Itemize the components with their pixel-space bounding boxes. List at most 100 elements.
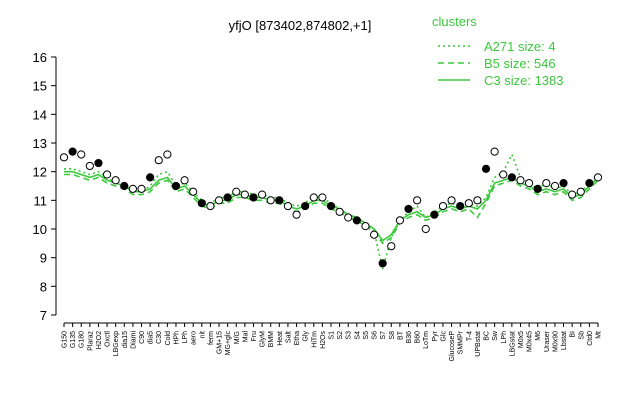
x-tick-label: HiTm — [311, 331, 318, 348]
data-point — [413, 196, 422, 205]
x-tick-label: B36 — [406, 331, 413, 344]
x-tick-label: BT — [397, 330, 404, 340]
data-point — [154, 156, 163, 165]
data-point — [257, 190, 267, 199]
x-tick-label: M/G — [234, 331, 241, 344]
y-tick-label: 12 — [33, 165, 47, 180]
x-tick-label: C90 — [139, 331, 146, 344]
y-tick-label: 8 — [40, 279, 47, 294]
x-tick-label: Mt — [596, 331, 603, 339]
x-tick-label: Plaraz — [87, 331, 94, 351]
x-tick-label: dia15 — [122, 331, 129, 348]
x-tick-label: C30 — [156, 331, 163, 344]
x-tick-label: Etha — [294, 331, 301, 346]
data-point — [206, 201, 215, 211]
data-point — [77, 150, 86, 159]
data-point — [223, 193, 232, 202]
chart-title: yfjO [873402,874802,+1] — [229, 18, 372, 33]
data-point — [499, 170, 508, 179]
x-tick-label: Gly — [303, 331, 310, 342]
x-tick-label: HPh — [173, 331, 180, 345]
x-tick-label: G150 — [62, 331, 69, 348]
x-tick-label: BMM — [268, 331, 275, 348]
x-tick-label: GM+15 — [217, 331, 224, 354]
x-tick-label: GlyM — [260, 331, 267, 348]
x-tick-label: M6 — [535, 331, 542, 341]
y-tick-label: 14 — [33, 107, 47, 122]
x-tick-label: aero — [191, 331, 198, 345]
legend-title: clusters — [432, 14, 477, 29]
data-point — [120, 181, 129, 191]
x-tick-label: Glc — [440, 331, 447, 342]
data-point — [585, 179, 594, 188]
data-point — [309, 193, 318, 202]
x-tick-label: ferm — [208, 331, 215, 345]
legend-label: B5 size: 546 — [484, 56, 556, 71]
data-point — [524, 179, 534, 188]
x-tick-label: S3 — [346, 331, 353, 340]
data-point — [318, 193, 327, 202]
data-point — [344, 213, 353, 222]
x-tick-label: S6 — [372, 331, 379, 340]
data-point — [550, 181, 560, 191]
x-tick-label: GlucoseP — [449, 331, 456, 362]
y-tick-label: 15 — [33, 79, 47, 94]
x-tick-label: Sb — [578, 331, 585, 340]
x-tick-label: H2O2 — [96, 331, 103, 349]
data-point — [249, 193, 258, 202]
data-point — [335, 207, 344, 216]
x-tick-label: LBGexp — [113, 331, 120, 356]
data-point — [94, 158, 103, 168]
data-point — [111, 176, 120, 185]
data-point — [481, 164, 491, 173]
x-tick-label: G135 — [70, 331, 77, 348]
x-tick-label: Mal — [242, 331, 249, 343]
y-tick-label: 7 — [40, 308, 47, 323]
x-tick-label: Pyr — [432, 330, 439, 341]
x-tick-label: dia5 — [148, 331, 155, 344]
data-point — [266, 196, 275, 205]
data-point — [163, 150, 172, 159]
x-tick-label: Uraser — [544, 330, 551, 352]
y-tick-label: 13 — [33, 136, 47, 151]
x-tick-label: Diami — [130, 331, 137, 349]
x-tick-label: Ctd0 — [587, 331, 594, 346]
data-point — [507, 173, 516, 182]
data-point — [189, 187, 198, 196]
x-tick-label: LBGstat — [509, 331, 516, 356]
data-point — [576, 187, 585, 196]
data-point — [137, 184, 146, 193]
y-tick-label: 10 — [33, 222, 47, 237]
data-point — [68, 147, 77, 156]
x-tick-label: S7 — [380, 331, 387, 340]
data-point — [421, 224, 430, 234]
data-point — [378, 259, 387, 268]
data-point — [214, 196, 224, 205]
x-tick-label: S2 — [337, 331, 344, 340]
data-point — [473, 196, 482, 205]
data-point — [352, 216, 361, 225]
x-tick-label: Oxctl — [105, 331, 112, 347]
x-tick-label: T-4 — [466, 331, 473, 341]
x-tick-label: M0x90 — [552, 331, 559, 352]
x-tick-label: nit — [199, 331, 206, 338]
data-point — [387, 242, 396, 251]
x-tick-label: Salt — [285, 331, 292, 343]
x-tick-label: G180 — [79, 331, 86, 348]
data-point — [171, 181, 181, 191]
x-tick-label: M0x45 — [527, 331, 534, 352]
x-tick-label: LPh — [501, 331, 508, 344]
data-point — [533, 184, 542, 193]
data-point — [593, 173, 603, 182]
data-point — [85, 161, 94, 171]
legend-label: C3 size: 1383 — [484, 73, 564, 88]
x-tick-label: S1 — [329, 331, 336, 340]
x-tick-label: Fru — [251, 331, 258, 342]
x-tick-label: H2Os — [320, 331, 327, 349]
x-tick-label: S4 — [354, 331, 361, 340]
x-tick-label: BC — [484, 331, 491, 341]
x-tick-label: B60 — [415, 331, 422, 344]
x-tick-label: LoTm — [423, 331, 430, 349]
